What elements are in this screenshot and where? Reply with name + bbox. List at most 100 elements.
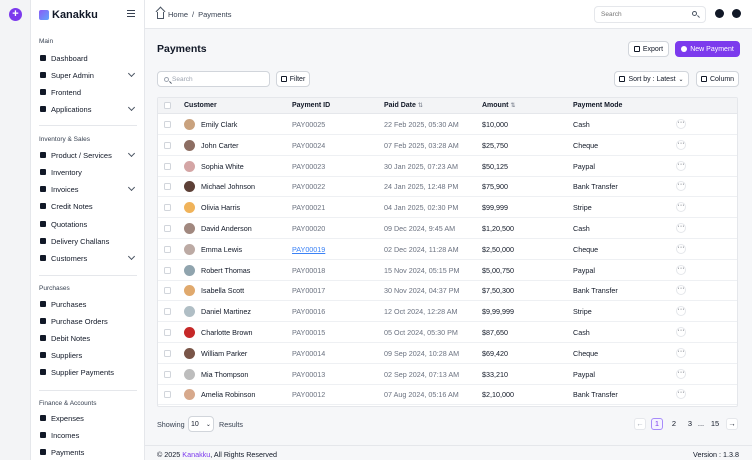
more-actions-icon[interactable]: ··· bbox=[676, 202, 686, 213]
payment-id[interactable]: PAY00020 bbox=[292, 224, 326, 233]
row-checkbox[interactable] bbox=[164, 287, 171, 295]
payment-id[interactable]: PAY00014 bbox=[292, 348, 326, 358]
row-checkbox[interactable] bbox=[164, 266, 171, 274]
column-header-payment-id[interactable]: Payment ID bbox=[292, 102, 331, 109]
payment-id[interactable]: PAY00019 bbox=[292, 244, 326, 254]
payment-id[interactable]: PAY00022 bbox=[292, 182, 326, 192]
payment-id[interactable]: PAY00017 bbox=[292, 286, 326, 296]
table-row[interactable]: Charlotte Brown PAY00015 05 Oct 2024, 05:3… bbox=[158, 322, 737, 343]
settings-icon[interactable] bbox=[732, 9, 741, 18]
row-checkbox[interactable] bbox=[164, 329, 171, 336]
new-payment-button[interactable]: New Payment bbox=[675, 41, 740, 57]
page-2-button[interactable]: 2 bbox=[671, 419, 677, 428]
row-checkbox[interactable] bbox=[164, 225, 171, 232]
more-actions-icon[interactable]: ··· bbox=[676, 139, 686, 150]
page-size-select[interactable]: 10 ⌄ bbox=[188, 416, 214, 432]
table-row[interactable]: Sophia White PAY00023 30 Jan 2025, 07:23 A… bbox=[158, 156, 737, 177]
column-header-paid-date[interactable]: Paid Date ⇅ bbox=[384, 102, 423, 109]
payment-id[interactable]: PAY00018 bbox=[292, 265, 326, 275]
page-15-button[interactable]: 15 bbox=[710, 419, 720, 428]
sidebar-item-dashboard[interactable]: Dashboard bbox=[40, 51, 134, 65]
row-checkbox[interactable] bbox=[164, 370, 171, 378]
customer-name[interactable]: David Anderson bbox=[201, 224, 252, 233]
table-row[interactable]: Amelia Robinson PAY00012 07 Aug 2024, 05:1… bbox=[158, 384, 737, 406]
more-actions-icon[interactable]: ··· bbox=[676, 285, 686, 296]
more-actions-icon[interactable]: ··· bbox=[676, 243, 686, 254]
sidebar-item-invoices[interactable]: Invoices bbox=[40, 182, 136, 196]
table-row[interactable]: Michael Johnson PAY00022 24 Jan 2025, 12:4… bbox=[158, 176, 737, 198]
customer-name[interactable]: Mia Thompson bbox=[201, 369, 249, 379]
more-actions-icon[interactable]: ··· bbox=[676, 264, 686, 275]
sidebar-item-credit-notes[interactable]: Credit Notes bbox=[40, 199, 134, 213]
prev-page-button[interactable]: ← bbox=[634, 418, 646, 430]
column-header-customer[interactable]: Customer bbox=[184, 102, 217, 109]
sidebar-item-super-admin[interactable]: Super Admin bbox=[40, 68, 136, 82]
column-header-payment-mode[interactable]: Payment Mode bbox=[573, 102, 623, 109]
sort-dropdown[interactable]: Sort by : Latest ⌄ bbox=[614, 71, 689, 87]
table-row[interactable]: Daniel Martinez PAY00016 12 Oct 2024, 12:2… bbox=[158, 301, 737, 323]
sidebar-item-inventory[interactable]: Inventory bbox=[40, 165, 134, 179]
payment-id[interactable]: PAY00024 bbox=[292, 140, 326, 150]
payment-id[interactable]: PAY00013 bbox=[292, 369, 326, 379]
more-actions-icon[interactable]: ··· bbox=[676, 160, 686, 171]
payment-id[interactable]: PAY00016 bbox=[292, 307, 326, 317]
row-checkbox[interactable] bbox=[164, 141, 171, 149]
table-row[interactable]: Emily Clark PAY00025 22 Feb 2025, 05:30 AM… bbox=[158, 114, 737, 135]
table-row[interactable]: William Parker PAY00014 09 Sep 2024, 10:28… bbox=[158, 343, 737, 364]
customer-name[interactable]: Sophia White bbox=[201, 161, 244, 171]
row-checkbox[interactable] bbox=[164, 183, 171, 191]
payment-id[interactable]: PAY00012 bbox=[292, 390, 326, 400]
next-page-button[interactable]: → bbox=[726, 418, 738, 430]
more-actions-icon[interactable]: ··· bbox=[676, 119, 686, 129]
table-search[interactable]: Search bbox=[157, 71, 270, 87]
sidebar-item-delivery-challans[interactable]: Delivery Challans bbox=[40, 234, 134, 248]
customer-name[interactable]: Michael Johnson bbox=[201, 182, 255, 192]
sidebar-item-customers[interactable]: Customers bbox=[40, 251, 136, 265]
sidebar-item-suppliers[interactable]: Suppliers bbox=[40, 348, 134, 362]
payment-id[interactable]: PAY00023 bbox=[292, 161, 326, 171]
sidebar-item-incomes[interactable]: Incomes bbox=[40, 428, 134, 442]
add-icon[interactable]: + bbox=[9, 8, 22, 21]
header-search-input[interactable] bbox=[595, 7, 685, 22]
more-actions-icon[interactable]: ··· bbox=[676, 347, 686, 358]
more-actions-icon[interactable]: ··· bbox=[676, 306, 686, 317]
sort-arrows-icon[interactable]: ⇅ bbox=[510, 103, 516, 109]
customer-name[interactable]: John Carter bbox=[201, 140, 239, 150]
sidebar-item-payments[interactable]: Payments bbox=[40, 445, 134, 459]
customer-name[interactable]: Emily Clark bbox=[201, 120, 238, 129]
row-checkbox[interactable] bbox=[164, 349, 171, 357]
row-checkbox[interactable] bbox=[164, 162, 171, 170]
sidebar-item-purchase-orders[interactable]: Purchase Orders bbox=[40, 314, 134, 328]
sidebar-item-debit-notes[interactable]: Debit Notes bbox=[40, 331, 134, 345]
row-checkbox[interactable] bbox=[164, 391, 171, 399]
payment-id[interactable]: PAY00015 bbox=[292, 328, 326, 337]
notification-icon[interactable] bbox=[715, 9, 724, 18]
sidebar-item-product-services[interactable]: Product / Services bbox=[40, 148, 136, 162]
sidebar-item-applications[interactable]: Applications bbox=[40, 102, 136, 116]
customer-name[interactable]: Amelia Robinson bbox=[201, 390, 256, 400]
payment-id[interactable]: PAY00021 bbox=[292, 203, 326, 213]
table-row[interactable]: Robert Thomas PAY00018 15 Nov 2024, 05:15 … bbox=[158, 260, 737, 281]
table-row[interactable]: David Anderson PAY00020 09 Dec 2024, 9:45 … bbox=[158, 218, 737, 239]
customer-name[interactable]: Emma Lewis bbox=[201, 244, 243, 254]
sidebar-item-expenses[interactable]: Expenses bbox=[40, 411, 134, 425]
more-actions-icon[interactable]: ··· bbox=[676, 181, 686, 192]
sidebar-item-quotations[interactable]: Quotations bbox=[40, 217, 134, 231]
sidebar-item-frontend[interactable]: Frontend bbox=[40, 85, 134, 99]
column-button[interactable]: Column bbox=[696, 71, 739, 87]
filter-button[interactable]: Filter bbox=[276, 71, 310, 87]
sidebar-item-supplier-payments[interactable]: Supplier Payments bbox=[40, 365, 134, 379]
more-actions-icon[interactable]: ··· bbox=[676, 368, 686, 379]
sort-arrows-icon[interactable]: ⇅ bbox=[417, 103, 423, 109]
page-3-button[interactable]: 3 bbox=[687, 419, 693, 428]
customer-name[interactable]: Robert Thomas bbox=[201, 265, 251, 275]
select-all-checkbox[interactable] bbox=[164, 102, 171, 109]
row-checkbox[interactable] bbox=[164, 245, 171, 253]
page-1-button[interactable]: 1 bbox=[651, 418, 663, 430]
table-row[interactable]: Olivia Harris PAY00021 04 Jan 2025, 02:30 … bbox=[158, 197, 737, 219]
row-checkbox[interactable] bbox=[164, 121, 171, 128]
more-actions-icon[interactable]: ··· bbox=[676, 389, 686, 400]
footer-brand-link[interactable]: Kanakku bbox=[182, 450, 211, 459]
payment-id[interactable]: PAY00025 bbox=[292, 120, 326, 129]
menu-toggle-icon[interactable] bbox=[127, 10, 135, 17]
